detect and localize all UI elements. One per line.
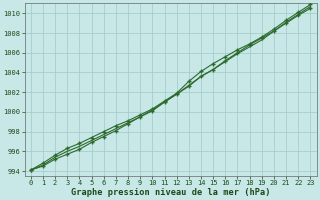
- X-axis label: Graphe pression niveau de la mer (hPa): Graphe pression niveau de la mer (hPa): [71, 188, 270, 197]
